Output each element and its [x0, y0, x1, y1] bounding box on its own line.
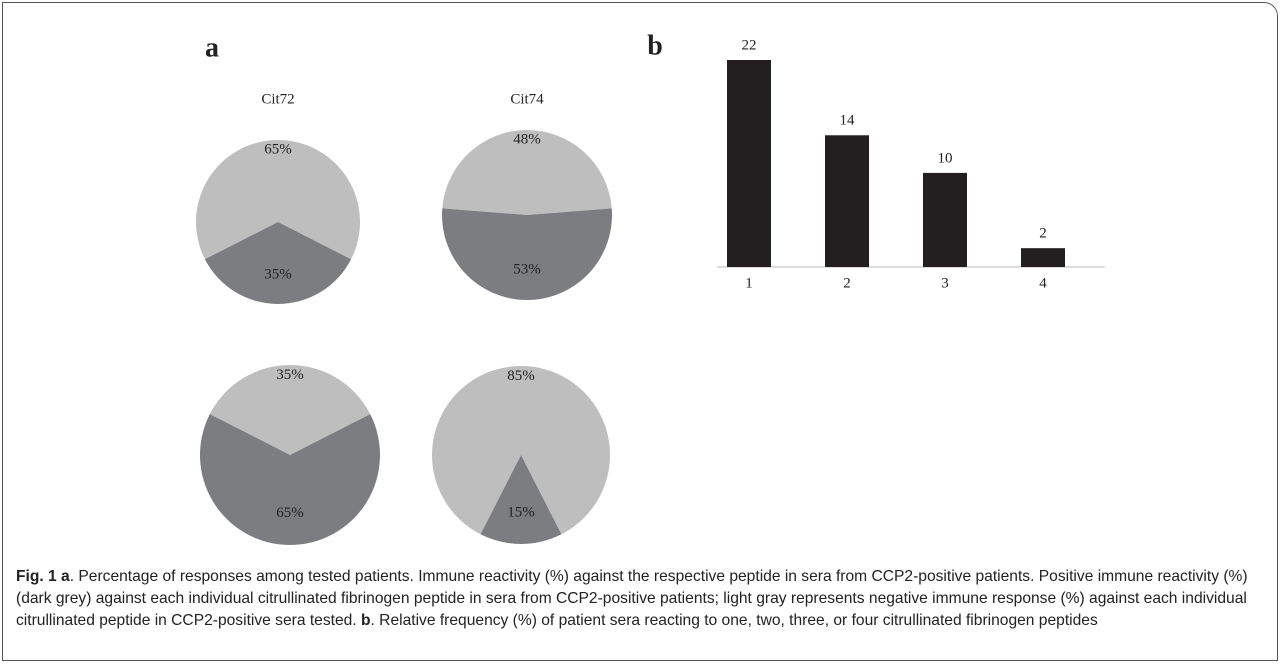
caption-text: b — [360, 612, 371, 629]
caption-text: Fig. 1 a — [16, 568, 70, 585]
pie-slice — [432, 366, 611, 535]
pie-title: Cit72 — [261, 91, 294, 107]
caption: Fig. 1 a. Percentage of responses among … — [16, 566, 1261, 632]
pie-slice — [195, 139, 360, 260]
pie-slice — [204, 222, 352, 304]
pie-slice — [200, 414, 380, 545]
x-tick-label: 4 — [1039, 275, 1047, 291]
panel-label: b — [647, 30, 663, 61]
x-tick-label: 3 — [941, 275, 949, 291]
x-tick-label: 2 — [843, 275, 851, 291]
bar — [727, 60, 771, 267]
pie-slice — [442, 129, 612, 215]
caption-text: . Percentage of responses among tested p… — [16, 568, 1248, 629]
bar — [1021, 248, 1065, 267]
value-label: 22 — [742, 37, 757, 53]
value-label: 10 — [938, 150, 953, 166]
pie-title: Cit74 — [510, 91, 544, 107]
value-label: 2 — [1039, 226, 1047, 242]
slice-label: 85% — [507, 368, 535, 384]
x-tick-label: 1 — [745, 275, 753, 291]
figure: a b Cit7265%35%Cit7448%53%Cit57335%65%Ci… — [195, 30, 1105, 545]
panel-label: a — [205, 32, 219, 63]
slice-label: 35% — [264, 267, 292, 283]
pie-slice — [442, 208, 612, 300]
slice-label: 15% — [507, 504, 535, 520]
bar — [825, 135, 869, 267]
caption-text: . Relative frequency (%) of patient sera… — [370, 612, 1098, 629]
slice-label: 53% — [513, 262, 541, 278]
slice-label: 48% — [513, 132, 541, 148]
pie-slice — [480, 455, 562, 544]
slice-label: 35% — [276, 367, 304, 383]
value-label: 14 — [840, 113, 856, 129]
pie-slice — [209, 365, 371, 455]
slice-label: 65% — [264, 141, 292, 157]
slice-label: 65% — [276, 505, 304, 521]
bar — [923, 172, 967, 267]
